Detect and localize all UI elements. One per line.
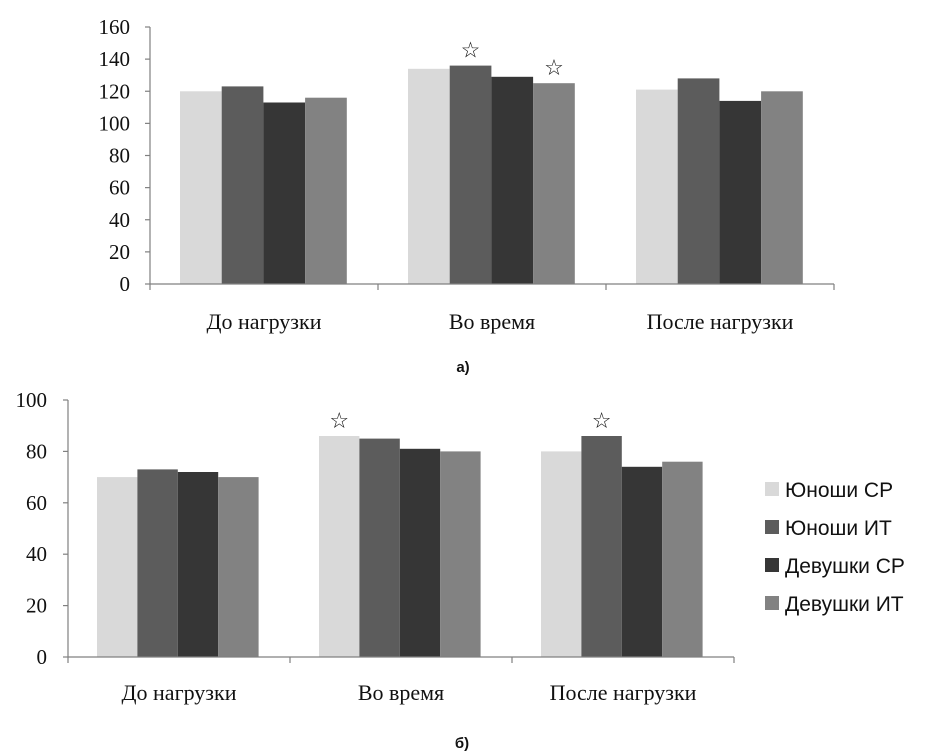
significance-star: ☆ <box>544 56 564 81</box>
bar-1-series-2 <box>221 86 264 285</box>
bar-2-series-3 <box>399 448 441 657</box>
y-tick-label: 60 <box>109 176 130 200</box>
legend-label: Девушки СР <box>785 555 905 578</box>
legend-label: Юноши СР <box>785 479 893 502</box>
significance-star: ☆ <box>329 409 349 434</box>
y-tick-label: 160 <box>99 15 131 39</box>
bar-2-series-4 <box>440 451 481 657</box>
legend-swatch <box>765 596 779 610</box>
legend-swatch <box>765 558 779 572</box>
legend-swatch <box>765 482 779 496</box>
bar-3-series-3 <box>719 100 762 285</box>
y-tick-label: 100 <box>99 111 131 135</box>
bar-3-series-2 <box>581 436 622 657</box>
y-tick-label: 100 <box>16 388 48 412</box>
y-tick-label: 60 <box>26 491 47 515</box>
legend-label: Девушки ИТ <box>785 593 904 616</box>
y-tick-label: 20 <box>26 594 47 618</box>
y-tick-label: 80 <box>26 439 47 463</box>
category-label: Во время <box>358 680 444 705</box>
bar-3-series-1 <box>636 89 678 284</box>
category-label: После нагрузки <box>647 309 794 334</box>
significance-star: ☆ <box>461 39 481 64</box>
bar-1-series-3 <box>177 472 219 657</box>
bar-1-series-2 <box>137 469 178 657</box>
bar-1-series-4 <box>305 97 347 284</box>
category-label: Во время <box>449 309 535 334</box>
chart-1: 0 20 40 60 80 100 120 140 160 До нагрузки Во время… <box>99 15 835 376</box>
chart-caption: а) <box>456 359 469 376</box>
bar-3-series-2 <box>677 78 720 285</box>
y-tick-label: 140 <box>99 47 131 71</box>
bar-2-series-2 <box>359 438 400 657</box>
bar-1-series-4 <box>218 477 259 657</box>
bar-2-series-4 <box>533 83 575 284</box>
y-tick-label: 80 <box>109 144 130 168</box>
legend-swatch <box>765 520 779 534</box>
bar-1-series-1 <box>97 477 138 657</box>
bar-2-series-3 <box>491 76 534 284</box>
legend-label: Юноши ИТ <box>785 517 892 540</box>
legend: Юноши СР Юноши ИТ Девушки СР Девушки ИТ <box>765 479 905 616</box>
category-label: После нагрузки <box>550 680 697 705</box>
bar-2-series-1 <box>408 68 450 284</box>
significance-star: ☆ <box>592 409 612 434</box>
y-tick-label: 0 <box>37 645 48 669</box>
bar-3-series-3 <box>621 466 663 657</box>
bar-2-series-1 <box>319 436 360 657</box>
y-tick-label: 40 <box>26 542 47 566</box>
category-label: До нагрузки <box>122 680 237 705</box>
bar-3-series-1 <box>541 451 582 657</box>
category-label: До нагрузки <box>207 309 322 334</box>
chart-caption: б) <box>455 735 469 752</box>
y-tick-label: 40 <box>109 208 130 232</box>
bar-1-series-1 <box>180 91 222 285</box>
bar-2-series-2 <box>449 65 492 284</box>
bar-1-series-3 <box>263 102 306 284</box>
y-tick-label: 20 <box>109 240 130 264</box>
bar-3-series-4 <box>662 461 703 657</box>
bar-3-series-4 <box>761 91 803 285</box>
y-tick-label: 120 <box>99 79 131 103</box>
chart-2: 0 20 40 60 80 100 До нагрузки Во время После наг… <box>16 388 905 752</box>
y-tick-label: 0 <box>120 272 131 296</box>
